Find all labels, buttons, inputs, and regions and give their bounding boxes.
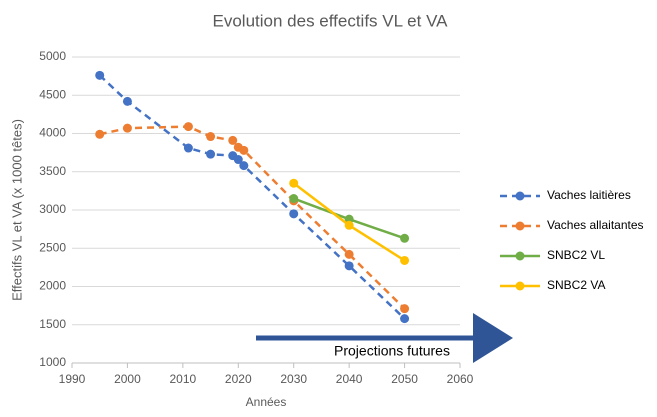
annotation: Projections futures (334, 343, 450, 359)
legend-marker (515, 191, 525, 201)
legend-label: SNBC2 VL (547, 248, 605, 262)
x-tick-label: 2010 (170, 372, 197, 386)
data-point (289, 194, 299, 204)
y-tick-label: 4000 (39, 126, 66, 140)
x-tick-label: 2020 (225, 372, 252, 386)
data-point (239, 145, 249, 155)
x-tick-label: 2030 (280, 372, 307, 386)
chart-title: Evolution des effectifs VL et VA (213, 11, 449, 30)
data-point (206, 132, 216, 142)
legend-label: Vaches laitières (547, 188, 631, 202)
data-point (400, 255, 410, 265)
y-tick-label: 5000 (39, 49, 66, 63)
legend-marker (515, 221, 525, 231)
data-point (122, 96, 132, 106)
data-point (400, 314, 410, 324)
y-tick-label: 4500 (39, 87, 66, 101)
legend-marker (515, 281, 525, 291)
data-point (239, 161, 249, 171)
series-line (98, 74, 406, 320)
y-tick-label: 2500 (39, 240, 66, 254)
data-point (344, 220, 354, 230)
y-tick-label: 3500 (39, 164, 66, 178)
legend-marker (515, 251, 525, 261)
data-point (228, 135, 238, 145)
data-point (289, 178, 299, 188)
data-point (233, 155, 243, 165)
x-tick-label: 1990 (59, 372, 86, 386)
data-point (289, 209, 299, 219)
data-point (183, 122, 193, 132)
y-tick-label: 3000 (39, 202, 66, 216)
y-tick-label: 1000 (39, 355, 66, 369)
x-tick-label: 2060 (447, 372, 474, 386)
y-axis-label: Effectifs VL et VA (x 1000 têtes) (9, 119, 24, 301)
x-tick-label: 2040 (336, 372, 363, 386)
data-point (122, 123, 132, 133)
y-tick-label: 1500 (39, 317, 66, 331)
x-tick-label: 2050 (391, 372, 418, 386)
data-point (400, 304, 410, 314)
data-point (95, 129, 105, 139)
data-point (95, 70, 105, 80)
data-point (400, 233, 410, 243)
data-point (344, 261, 354, 271)
series-line (99, 125, 406, 310)
legend-label: Vaches allaitantes (547, 218, 644, 232)
y-tick-label: 2000 (39, 279, 66, 293)
legend-label: SNBC2 VA (547, 278, 605, 292)
x-axis-label: Années (246, 395, 287, 409)
x-tick-label: 2000 (114, 372, 141, 386)
data-point (206, 149, 216, 159)
data-point (183, 143, 193, 153)
data-point (344, 249, 354, 259)
